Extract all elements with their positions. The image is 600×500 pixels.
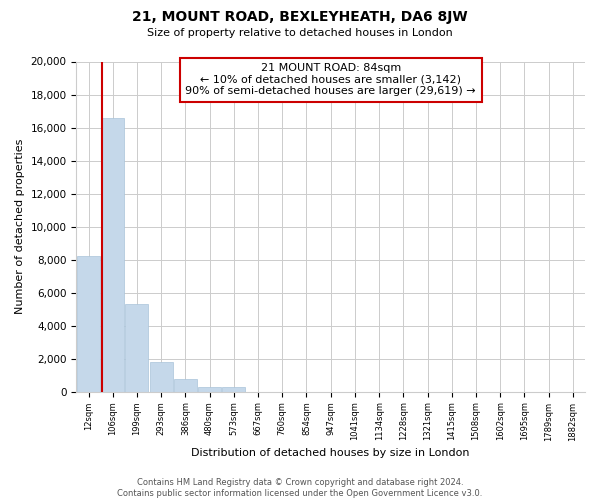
Text: 21 MOUNT ROAD: 84sqm
← 10% of detached houses are smaller (3,142)
90% of semi-de: 21 MOUNT ROAD: 84sqm ← 10% of detached h…: [185, 63, 476, 96]
Bar: [101, 118, 124, 392]
X-axis label: Distribution of detached houses by size in London: Distribution of detached houses by size …: [191, 448, 470, 458]
Bar: [125, 304, 148, 392]
Bar: [77, 256, 100, 392]
Bar: [223, 387, 245, 392]
Bar: [149, 362, 173, 392]
Text: Contains HM Land Registry data © Crown copyright and database right 2024.
Contai: Contains HM Land Registry data © Crown c…: [118, 478, 482, 498]
Bar: [174, 378, 197, 392]
Text: 21, MOUNT ROAD, BEXLEYHEATH, DA6 8JW: 21, MOUNT ROAD, BEXLEYHEATH, DA6 8JW: [132, 10, 468, 24]
Text: Size of property relative to detached houses in London: Size of property relative to detached ho…: [147, 28, 453, 38]
Bar: [198, 387, 221, 392]
Y-axis label: Number of detached properties: Number of detached properties: [15, 139, 25, 314]
